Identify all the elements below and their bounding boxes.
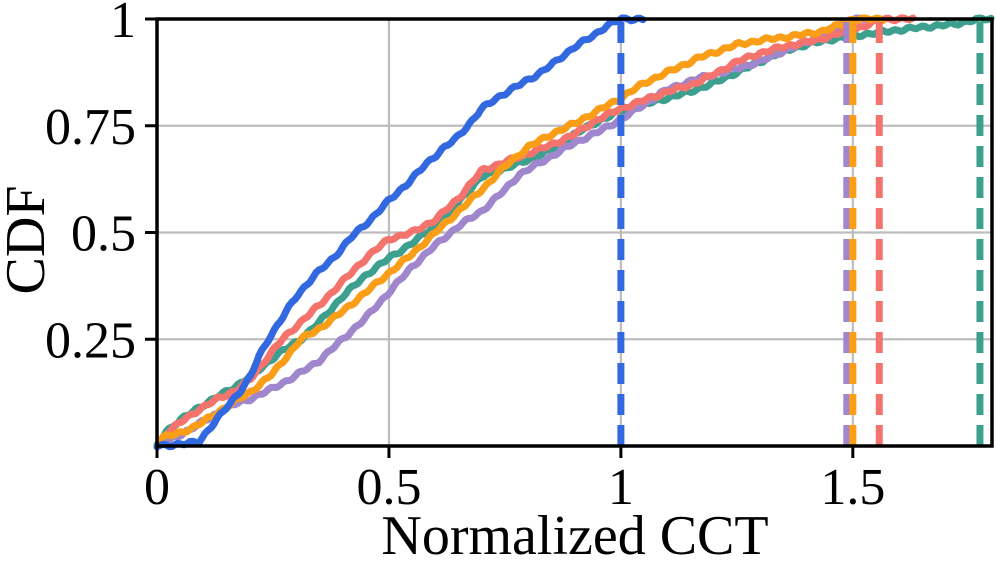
x-axis-label: Normalized CCT — [381, 505, 768, 567]
y-tick-label-0.75: 0.75 — [45, 99, 136, 156]
orange-cdf — [153, 14, 887, 451]
tick-marks-and-labels: 0 0.5 1 1.5 0.25 0.5 0.75 1 — [45, 0, 885, 516]
dashed-vlines — [617, 19, 984, 446]
y-tick-label-0.25: 0.25 — [45, 312, 136, 369]
red-cdf — [153, 14, 917, 451]
x-tick-label-1: 1 — [608, 459, 634, 516]
y-tick-label-1: 1 — [110, 0, 136, 49]
purple-cdf — [153, 14, 869, 450]
y-axis-label: CDF — [0, 186, 57, 295]
blue-cdf — [153, 14, 647, 451]
x-tick-label-0.5: 0.5 — [356, 459, 421, 516]
x-tick-label-1.5: 1.5 — [820, 459, 885, 516]
cdf-curves — [153, 14, 995, 451]
y-tick-label-0.5: 0.5 — [71, 206, 136, 263]
x-tick-label-0: 0 — [144, 459, 170, 516]
